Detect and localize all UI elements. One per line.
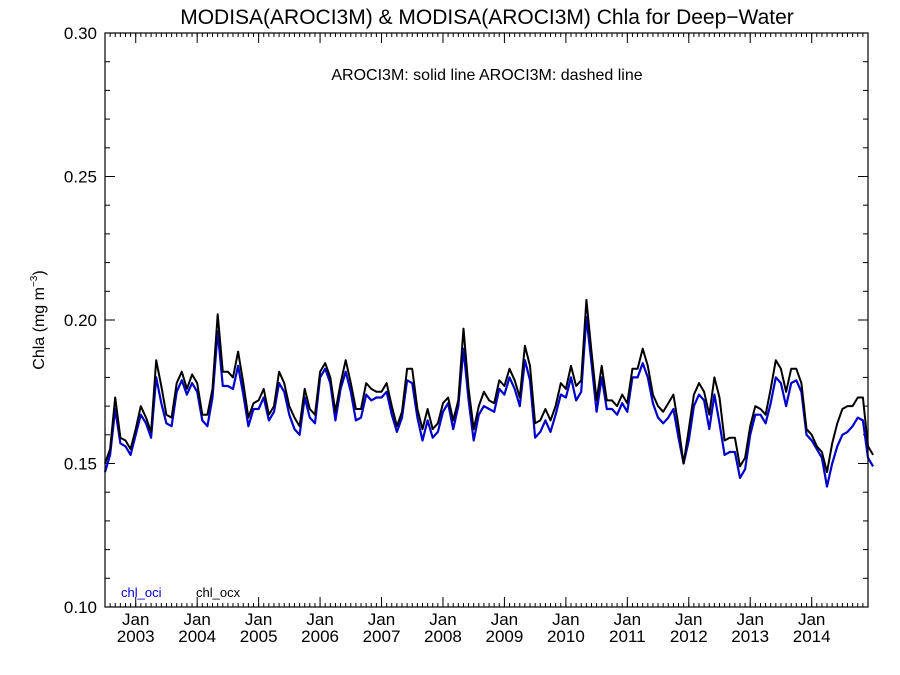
- x-tick-label-month: Jan: [122, 610, 149, 629]
- y-axis: 0.10 0.15 0.20 0.25 0.30: [64, 24, 868, 617]
- series-annotation: AROCI3M: solid line AROCI3M: dashed line: [331, 67, 642, 84]
- y-tick-label: 0.10: [64, 598, 97, 617]
- series-layer: [103, 298, 875, 488]
- x-tick-label-month: Jan: [245, 610, 272, 629]
- series-line-chl-oci: [103, 316, 875, 488]
- x-tick-label-year: 2013: [731, 627, 769, 646]
- x-tick-label-year: 2009: [486, 627, 524, 646]
- x-tick-label-year: 2008: [424, 627, 462, 646]
- y-axis-label: Chla (mg m−3): [29, 270, 48, 369]
- legend-entry-chl-oci: chl_oci: [121, 585, 162, 600]
- x-tick-label-month: Jan: [491, 610, 518, 629]
- x-tick-label-month: Jan: [368, 610, 395, 629]
- x-tick-label-month: Jan: [675, 610, 702, 629]
- y-tick-label: 0.20: [64, 311, 97, 330]
- x-tick-label-month: Jan: [737, 610, 764, 629]
- x-axis: Jan2003Jan2004Jan2005Jan2006Jan2007Jan20…: [104, 33, 869, 646]
- chart-title: MODISA(AROCI3M) & MODISA(AROCI3M) Chla f…: [180, 6, 794, 29]
- x-tick-label-month: Jan: [429, 610, 456, 629]
- x-tick-label-month: Jan: [183, 610, 210, 629]
- x-tick-label-year: 2006: [301, 627, 339, 646]
- x-tick-label-year: 2004: [178, 627, 216, 646]
- x-tick-label-month: Jan: [306, 610, 333, 629]
- x-tick-label-month: Jan: [614, 610, 641, 629]
- y-tick-label: 0.30: [64, 24, 97, 43]
- y-tick-label: 0.15: [64, 455, 97, 474]
- plot-frame: [104, 32, 869, 608]
- y-tick-label: 0.25: [64, 168, 97, 187]
- x-tick-label-month: Jan: [552, 610, 579, 629]
- x-tick-label-year: 2005: [240, 627, 278, 646]
- x-tick-label-year: 2012: [670, 627, 708, 646]
- x-tick-label-year: 2003: [117, 627, 155, 646]
- x-tick-label-year: 2014: [793, 627, 831, 646]
- legend-entry-chl-ocx: chl_ocx: [196, 585, 241, 600]
- x-tick-label-year: 2007: [363, 627, 401, 646]
- x-tick-label-year: 2011: [609, 627, 646, 646]
- x-tick-label-month: Jan: [798, 610, 825, 629]
- x-tick-label-year: 2010: [547, 627, 585, 646]
- series-line-chl-ocx: [104, 298, 874, 474]
